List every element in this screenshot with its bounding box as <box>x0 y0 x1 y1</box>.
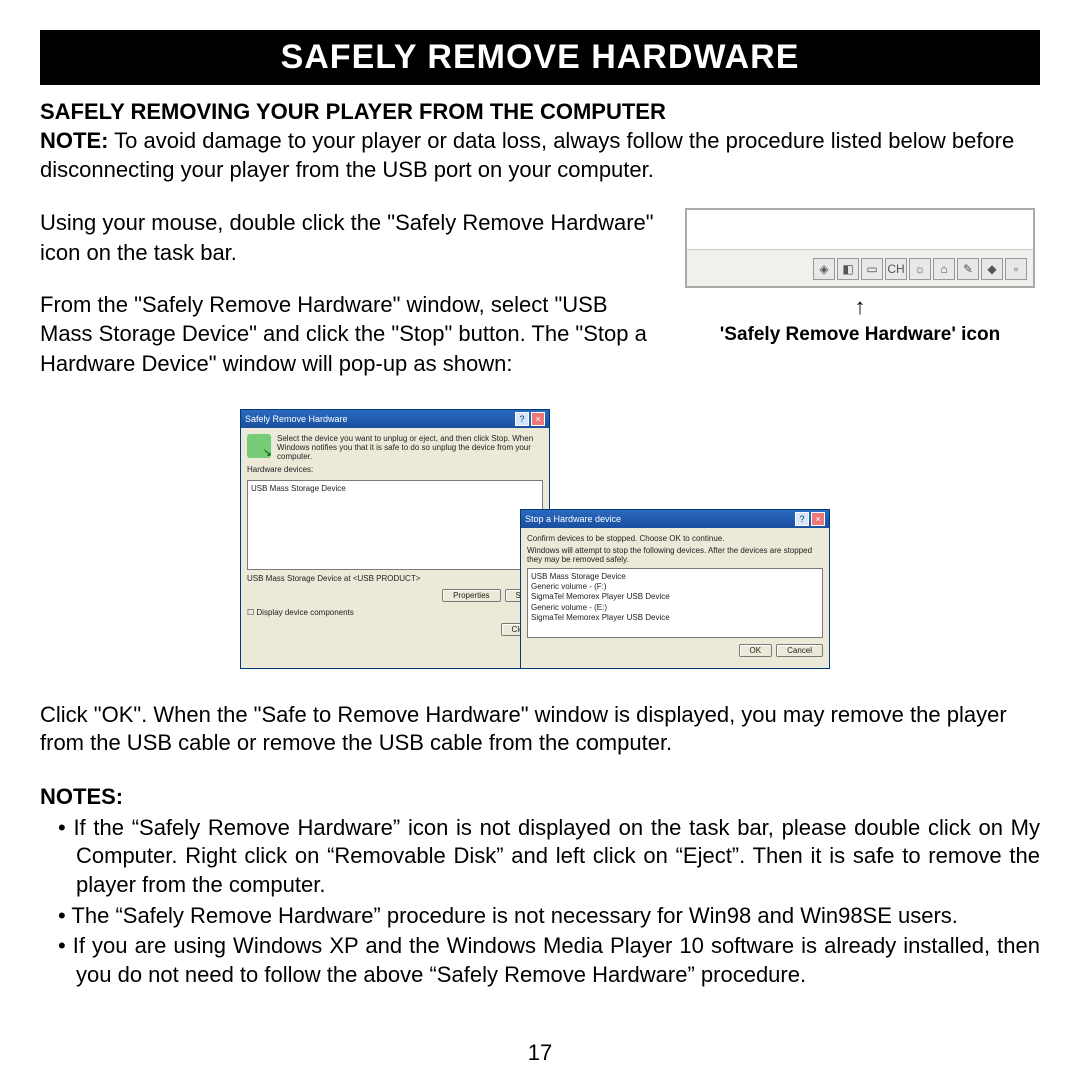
cancel-button[interactable]: Cancel <box>776 644 823 657</box>
note-paragraph: NOTE: To avoid damage to your player or … <box>40 127 1040 184</box>
tray-icon: ☼ <box>909 258 931 280</box>
eject-icon <box>247 434 271 458</box>
instruction-1: Using your mouse, double click the "Safe… <box>40 208 660 267</box>
note-text: To avoid damage to your player or data l… <box>40 128 1014 182</box>
list-item[interactable]: Generic volume - (E:) <box>531 603 819 613</box>
close-icon[interactable]: × <box>531 412 545 426</box>
dialog1-label: Hardware devices: <box>247 465 543 474</box>
tray-icon: ◧ <box>837 258 859 280</box>
tray-icon: ▭ <box>861 258 883 280</box>
dialog2-line1: Confirm devices to be stopped. Choose OK… <box>527 534 823 543</box>
dialog1-instruction: Select the device you want to unplug or … <box>277 434 543 461</box>
properties-button[interactable]: Properties <box>442 589 500 602</box>
tray-caption: 'Safely Remove Hardware' icon <box>680 324 1040 346</box>
note-item: If the “Safely Remove Hardware” icon is … <box>58 814 1040 900</box>
checkbox-label: Display device components <box>256 608 353 617</box>
page-number: 17 <box>0 1040 1080 1066</box>
help-icon[interactable]: ? <box>795 512 809 526</box>
dialog1-title: Safely Remove Hardware <box>245 414 348 424</box>
note-label: NOTE: <box>40 128 108 153</box>
close-icon[interactable]: × <box>811 512 825 526</box>
list-item[interactable]: USB Mass Storage Device <box>251 484 346 493</box>
section-heading: SAFELY REMOVING YOUR PLAYER FROM THE COM… <box>40 99 1040 125</box>
note-item: If you are using Windows XP and the Wind… <box>58 932 1040 989</box>
tray-icon: CH <box>885 258 907 280</box>
list-item[interactable]: USB Mass Storage Device <box>531 572 819 582</box>
page-title-bar: SAFELY REMOVE HARDWARE <box>40 30 1040 85</box>
notes-heading: NOTES: <box>40 784 1040 810</box>
help-icon[interactable]: ? <box>515 412 529 426</box>
devices-list[interactable]: USB Mass Storage Device Generic volume -… <box>527 568 823 638</box>
dialogs-illustration: Safely Remove Hardware ? × Select the de… <box>240 409 840 689</box>
notes-list: If the “Safely Remove Hardware” icon is … <box>40 814 1040 990</box>
list-item[interactable]: SigmaTel Memorex Player USB Device <box>531 613 819 623</box>
safely-remove-dialog: Safely Remove Hardware ? × Select the de… <box>240 409 550 669</box>
instruction-3: Click "OK". When the "Safe to Remove Har… <box>40 701 1040 758</box>
ok-button[interactable]: OK <box>739 644 773 657</box>
tray-icon: ◆ <box>981 258 1003 280</box>
stop-hardware-dialog: Stop a Hardware device ? × Confirm devic… <box>520 509 830 669</box>
list-item[interactable]: Generic volume - (F:) <box>531 582 819 592</box>
display-components-checkbox[interactable]: ☐ Display device components <box>247 608 543 617</box>
list-item[interactable]: SigmaTel Memorex Player USB Device <box>531 592 819 602</box>
dialog2-title: Stop a Hardware device <box>525 514 621 524</box>
hardware-list[interactable]: USB Mass Storage Device <box>247 480 543 570</box>
tray-icon: ⌂ <box>933 258 955 280</box>
pointer-arrow-icon: ↑ <box>680 294 1040 320</box>
dialog1-status: USB Mass Storage Device at <USB PRODUCT> <box>247 574 543 583</box>
system-tray-illustration: ◈ ◧ ▭ CH ☼ ⌂ ✎ ◆ ▫ <box>685 208 1035 288</box>
dialog2-line2: Windows will attempt to stop the followi… <box>527 546 823 564</box>
tray-icons-row: ◈ ◧ ▭ CH ☼ ⌂ ✎ ◆ ▫ <box>687 250 1033 288</box>
tray-icon: ✎ <box>957 258 979 280</box>
tray-icon: ▫ <box>1005 258 1027 280</box>
instruction-2: From the "Safely Remove Hardware" window… <box>40 290 660 379</box>
note-item: The “Safely Remove Hardware” procedure i… <box>58 902 1040 931</box>
tray-icon: ◈ <box>813 258 835 280</box>
